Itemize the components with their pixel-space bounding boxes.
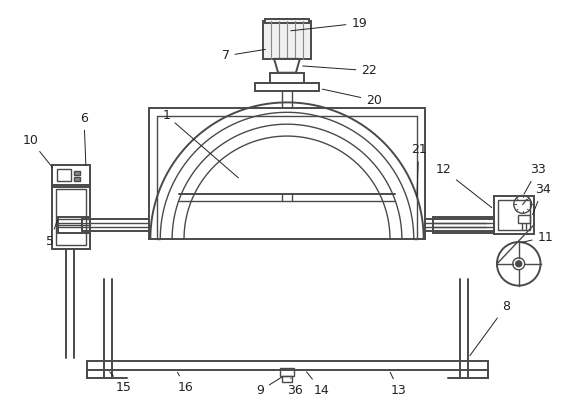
Bar: [58, 169, 71, 181]
Text: 14: 14: [306, 372, 329, 397]
Bar: [263, 21, 311, 59]
Text: 19: 19: [291, 17, 367, 31]
Text: 11: 11: [522, 230, 553, 244]
Circle shape: [516, 261, 522, 267]
Text: 22: 22: [302, 64, 377, 77]
Text: 5: 5: [47, 220, 58, 248]
Text: 9: 9: [256, 377, 282, 397]
Bar: [52, 165, 90, 186]
Bar: [494, 196, 534, 234]
Bar: [56, 188, 86, 245]
Text: 21: 21: [411, 144, 427, 197]
Text: 6: 6: [80, 112, 88, 165]
Bar: [282, 376, 292, 382]
Bar: [58, 217, 90, 233]
Text: 15: 15: [110, 372, 132, 394]
Bar: [280, 368, 294, 376]
Text: 16: 16: [178, 372, 194, 394]
Bar: [74, 171, 80, 175]
Text: 13: 13: [390, 372, 407, 397]
Bar: [498, 200, 530, 230]
Bar: [265, 19, 309, 23]
Text: 36: 36: [287, 378, 303, 397]
Bar: [432, 217, 494, 233]
Bar: [74, 177, 80, 181]
Text: 34: 34: [532, 183, 550, 215]
Bar: [150, 108, 425, 239]
Bar: [270, 73, 304, 82]
Bar: [518, 215, 530, 223]
Text: 33: 33: [524, 163, 546, 194]
Text: 8: 8: [470, 300, 510, 356]
Text: 12: 12: [436, 163, 492, 208]
Text: 10: 10: [22, 134, 52, 168]
Text: 7: 7: [221, 49, 266, 62]
Text: 1: 1: [162, 109, 239, 178]
Text: 20: 20: [323, 89, 382, 107]
Bar: [52, 184, 90, 249]
